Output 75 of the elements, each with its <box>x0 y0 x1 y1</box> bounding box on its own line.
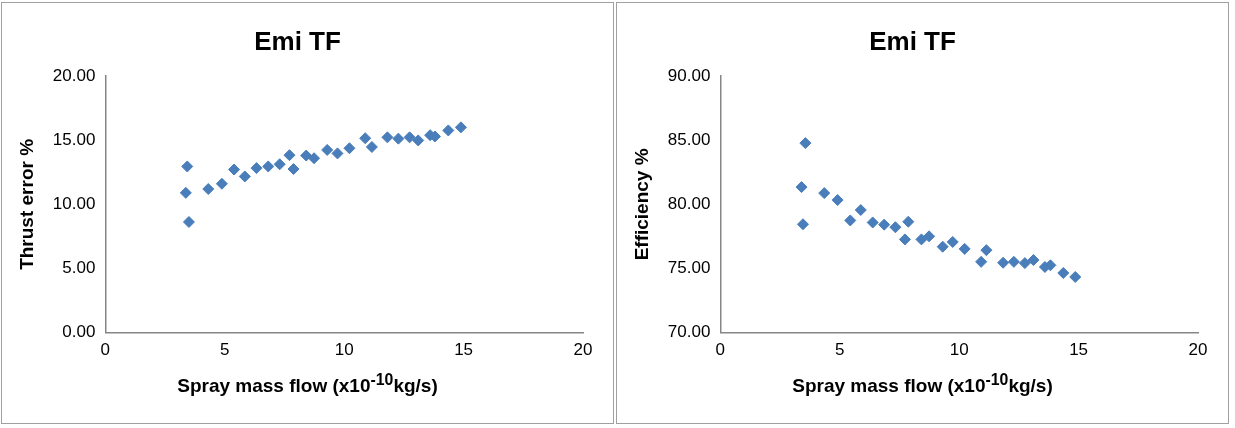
point <box>179 186 192 199</box>
point <box>831 194 844 207</box>
point <box>308 152 321 165</box>
point <box>1069 270 1082 283</box>
point <box>343 142 356 155</box>
y-tick-label: 90.00 <box>667 65 711 85</box>
point <box>818 187 831 200</box>
x-tick-label: 10 <box>334 340 354 360</box>
point <box>799 137 812 150</box>
point <box>454 121 467 134</box>
x-tick-label: 5 <box>835 340 845 360</box>
y-axis-title: Thrust error % <box>15 138 37 270</box>
point <box>215 177 228 190</box>
chart-title: Emi TF <box>869 25 956 56</box>
x-tick-label: 0 <box>715 340 726 360</box>
point <box>1007 255 1020 268</box>
y-tick-label: 5.00 <box>62 258 96 278</box>
point <box>262 160 275 173</box>
point <box>975 255 988 268</box>
x-tick-label: 5 <box>220 340 230 360</box>
point <box>287 163 300 176</box>
point <box>392 132 405 145</box>
x-axis-title: Spray mass flow (x10$^{-10}$kg/s) <box>791 371 1054 398</box>
point <box>915 233 928 246</box>
y-tick-label: 75.00 <box>667 258 711 278</box>
x-tick-label: 0 <box>100 340 111 360</box>
point <box>1027 254 1040 267</box>
point <box>958 242 971 255</box>
y-tick-label: 20.00 <box>52 65 96 85</box>
y-axis-title: Efficiency % <box>630 148 652 261</box>
point <box>202 183 215 196</box>
point <box>1018 257 1031 270</box>
y-tick-label: 70.00 <box>667 322 711 342</box>
point <box>923 230 936 243</box>
point <box>365 140 378 153</box>
x-tick-label: 15 <box>1069 340 1089 360</box>
point <box>412 134 425 147</box>
y-tick-label: 15.00 <box>52 129 96 149</box>
x-tick-label: 15 <box>454 340 474 360</box>
point <box>359 132 372 145</box>
point <box>866 216 879 229</box>
point <box>273 158 286 171</box>
point <box>238 170 251 183</box>
point <box>997 256 1010 269</box>
point <box>854 204 867 217</box>
point <box>898 233 911 246</box>
y-tick-label: 10.00 <box>52 194 96 214</box>
point <box>182 215 195 228</box>
x-tick-label: 20 <box>573 340 593 360</box>
point <box>381 131 394 144</box>
point <box>796 218 809 231</box>
x-tick-label: 10 <box>949 340 969 360</box>
point <box>250 162 263 175</box>
point <box>936 240 949 253</box>
point <box>181 160 194 173</box>
point <box>902 215 915 228</box>
chart-title: Emi TF <box>254 25 341 56</box>
y-tick-label: 85.00 <box>667 129 711 149</box>
point <box>844 214 857 227</box>
point <box>403 131 416 144</box>
x-tick-label: 20 <box>1188 340 1208 360</box>
point <box>442 124 455 137</box>
point <box>878 218 891 231</box>
point <box>1057 266 1070 279</box>
point <box>228 163 241 176</box>
point <box>946 235 959 248</box>
point <box>795 181 808 194</box>
point <box>980 244 993 257</box>
point <box>889 221 902 234</box>
x-axis-title: Spray mass flow (x10$^{-10}$kg/s) <box>176 371 439 398</box>
y-tick-label: 0.00 <box>62 322 96 342</box>
point <box>321 143 334 156</box>
y-tick-label: 80.00 <box>667 194 711 214</box>
point <box>331 147 344 160</box>
point <box>283 149 296 162</box>
